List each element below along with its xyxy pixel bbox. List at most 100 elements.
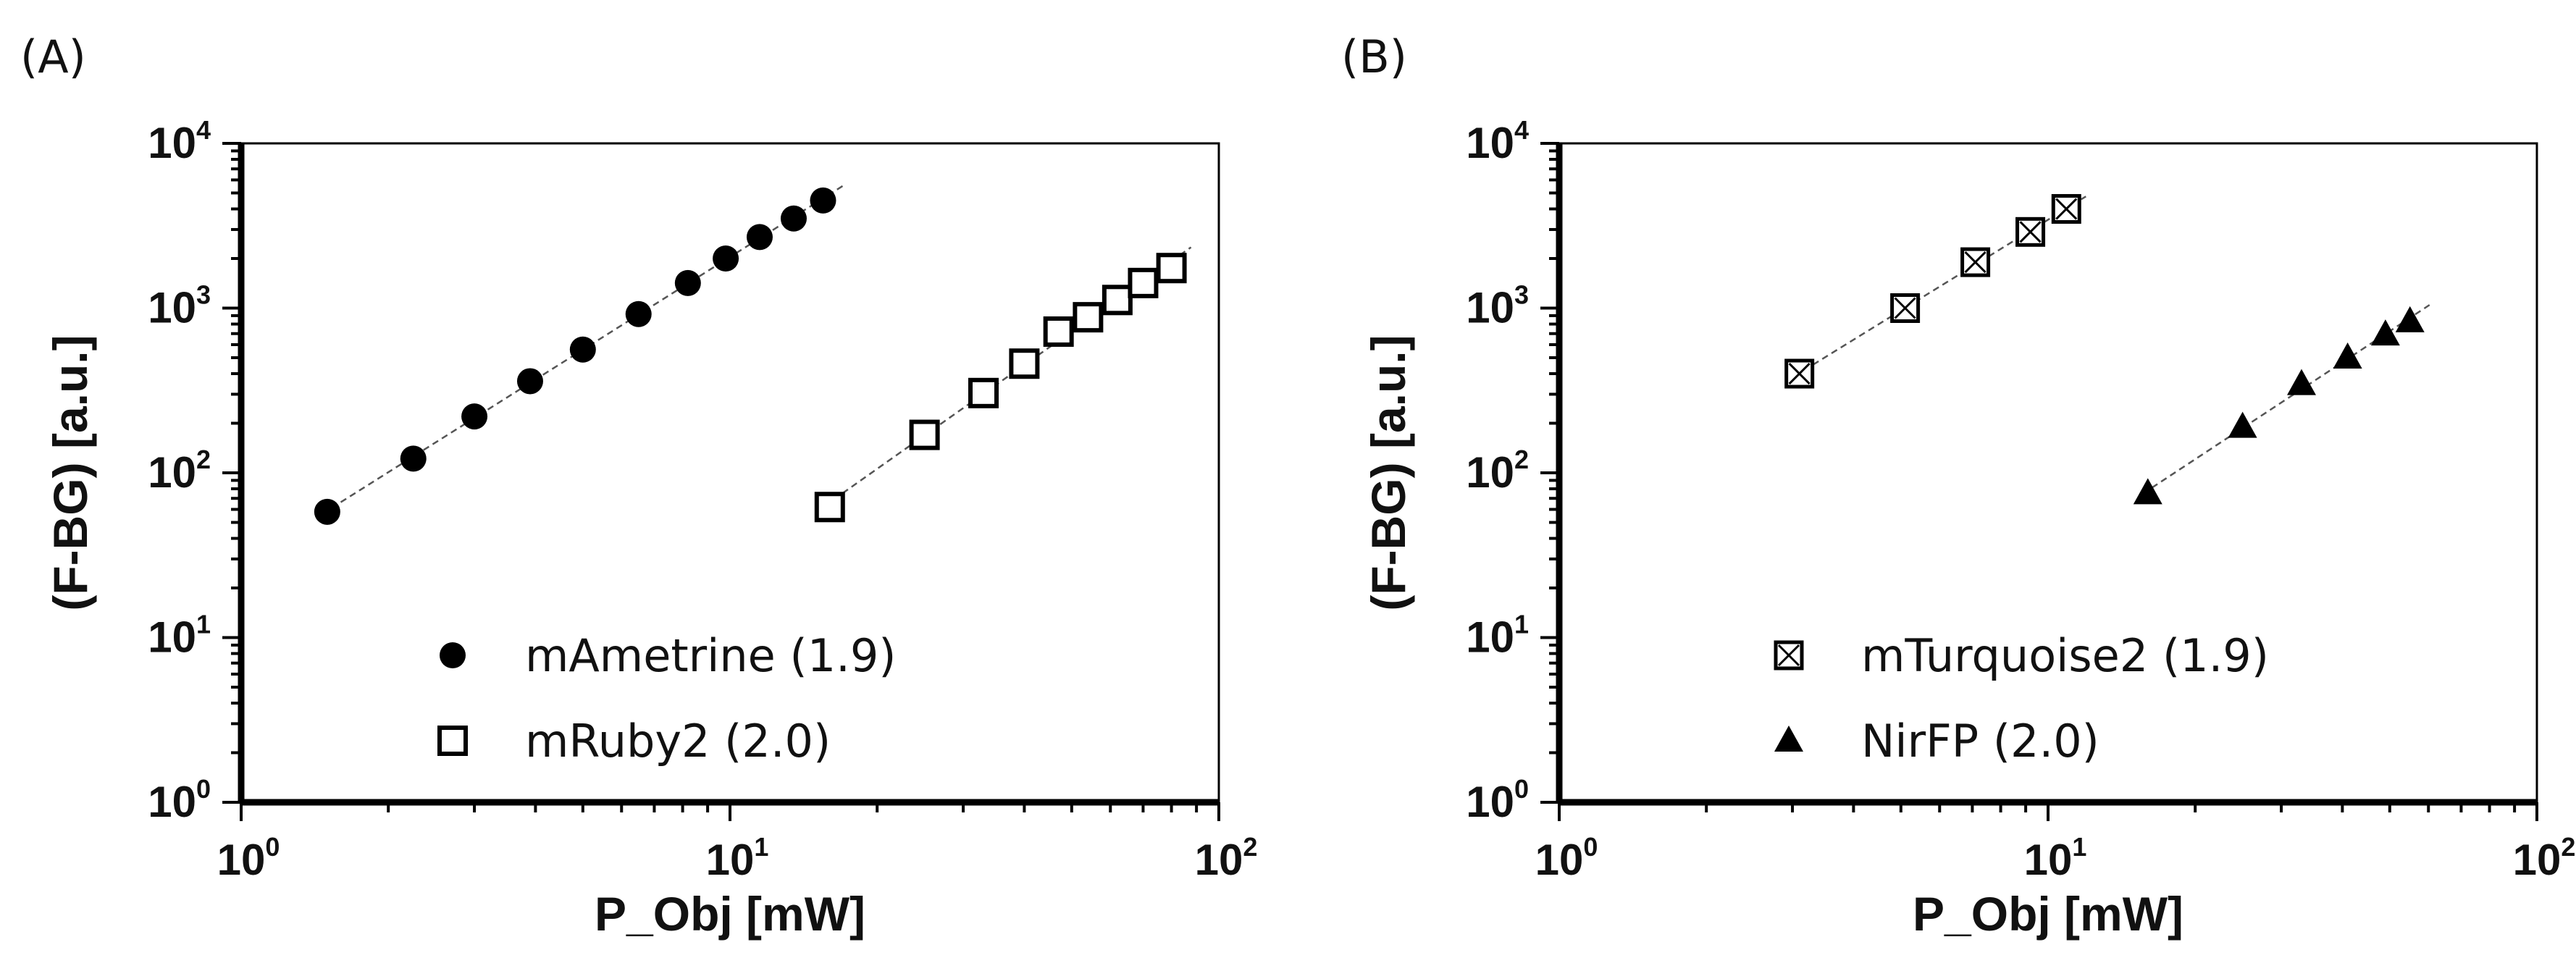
panel-a-y-tick-label: 101 bbox=[148, 610, 211, 662]
panel-b-series-1-point bbox=[2395, 306, 2425, 332]
panel-a-x-tick-label: 100 bbox=[217, 832, 280, 884]
panel-b-x-tick-label-exp: 2 bbox=[2561, 832, 2575, 862]
panel-b-plot-frame bbox=[1558, 142, 2538, 804]
panel-a-series-1-point bbox=[909, 419, 940, 450]
panel-a-y-tick-label-base: 10 bbox=[148, 284, 196, 332]
panel-b-y-tick-label-base: 10 bbox=[1466, 613, 1514, 662]
panel-b-y-tick-label-exp: 4 bbox=[1514, 115, 1529, 145]
panel-a-y-tick-label-base: 10 bbox=[148, 613, 196, 662]
panel-a-y-tick-label-exp: 4 bbox=[196, 115, 211, 145]
panel-b-y-tick-label-base: 10 bbox=[1466, 448, 1514, 497]
panel-b-series-1-point bbox=[2286, 369, 2316, 395]
panel-b-y-tick-label-exp: 1 bbox=[1514, 610, 1529, 639]
panel-b-series-1 bbox=[2133, 304, 2430, 505]
panel-b-x-tick-label-base: 10 bbox=[2024, 836, 2073, 884]
panel-a-x-tick-label-exp: 0 bbox=[265, 832, 280, 862]
panel-b-y-tick-label-base: 10 bbox=[1466, 119, 1514, 167]
panel-a-series-0-point bbox=[780, 205, 807, 232]
panel-a-series-0-point bbox=[810, 187, 836, 214]
panel-b-series-1-point bbox=[2228, 411, 2257, 438]
panel-b-x-axis-label: P_Obj [mW] bbox=[1913, 887, 2183, 941]
panel-b-y-tick-label: 100 bbox=[1466, 774, 1529, 826]
panel-a-y-tick-label: 102 bbox=[148, 445, 211, 497]
panel-a-x-tick-label-base: 10 bbox=[1195, 836, 1243, 884]
panel-b-series-0-point bbox=[1960, 247, 1991, 277]
panel-b-y-tick-label-base: 10 bbox=[1466, 284, 1514, 332]
panel-a-series-0-point bbox=[674, 269, 701, 296]
panel-a-x-tick-label-exp: 1 bbox=[754, 832, 768, 862]
panel-a-series-0-point bbox=[400, 445, 427, 472]
panel-a-legend-label-0: mAmetrine (1.9) bbox=[525, 629, 897, 682]
panel-b-legend-label-1: NirFP (2.0) bbox=[1861, 715, 2099, 768]
panel-b-legend: mTurquoise2 (1.9) NirFP (2.0) bbox=[1774, 629, 2269, 768]
panel-a-series-0-point bbox=[713, 245, 739, 272]
panel-a-series-0-point bbox=[625, 300, 652, 327]
panel-b-y-tick-label: 102 bbox=[1466, 445, 1529, 497]
panel-b-x-tick-label: 100 bbox=[1535, 832, 1598, 884]
panel-a-y-tick-label: 103 bbox=[148, 280, 211, 332]
panel-b-series-0-point bbox=[2015, 217, 2046, 247]
panel-a-x-axis-label: P_Obj [mW] bbox=[595, 887, 865, 941]
panel-b-x-tick-label-base: 10 bbox=[1535, 836, 1584, 884]
panel-a-series-1-point bbox=[1009, 348, 1040, 379]
panel-a-series-1-point bbox=[968, 377, 999, 408]
panel-a-series-1-point bbox=[1128, 267, 1159, 298]
panel-a-y-tick-label: 100 bbox=[148, 774, 211, 826]
panel-a-y-tick-label-base: 10 bbox=[148, 778, 196, 826]
panel-b-series-0 bbox=[1784, 194, 2086, 389]
panel-b-y-tick-label: 103 bbox=[1466, 280, 1529, 332]
panel-a-y-tick-label-exp: 3 bbox=[196, 280, 211, 310]
panel-b-series-0-point bbox=[1784, 358, 1815, 389]
panel-a-series-1-point bbox=[1102, 285, 1133, 316]
panel-a-series-0-point bbox=[746, 224, 773, 251]
panel-a-x-tick-label: 102 bbox=[1195, 832, 1258, 884]
panel-b-y-tick-label-exp: 2 bbox=[1514, 445, 1529, 474]
panel-a-y-axis-label: (F-BG) [a.u.] bbox=[43, 335, 97, 610]
panel-a-x-tick-label: 101 bbox=[706, 832, 769, 884]
panel-b-legend-label-0: mTurquoise2 (1.9) bbox=[1861, 629, 2269, 682]
panel-b-label: (B) bbox=[1341, 30, 1407, 83]
panel-a-series-1-point bbox=[814, 492, 845, 523]
panel-b-y-tick-label-exp: 3 bbox=[1514, 280, 1529, 310]
panel-a-legend-marker-0 bbox=[440, 642, 466, 668]
panel-a-series-0-point bbox=[569, 336, 596, 363]
panel-a-x-tick-label-base: 10 bbox=[217, 836, 266, 884]
panel-a-legend-label-1: mRuby2 (2.0) bbox=[525, 715, 831, 768]
panel-a-y-tick-label-base: 10 bbox=[148, 448, 196, 497]
panel-a-series-0 bbox=[314, 185, 844, 525]
panel-a-legend: mAmetrine (1.9) mRuby2 (2.0) bbox=[437, 629, 897, 768]
panel-a-series-0-point bbox=[461, 403, 488, 430]
panel-a-y-tick-label: 104 bbox=[148, 115, 211, 167]
panel-b-x-tick-label: 101 bbox=[2024, 832, 2087, 884]
panel-b-series-0-point bbox=[2051, 194, 2081, 224]
panel-b-x-tick-label-exp: 1 bbox=[2072, 832, 2086, 862]
panel-a-y-tick-label-exp: 0 bbox=[196, 774, 211, 804]
panel-a-series-1 bbox=[814, 246, 1192, 523]
panel-a-series-1-point bbox=[1043, 316, 1074, 347]
panel-b-y-tick-label-exp: 0 bbox=[1514, 774, 1529, 804]
panel-b-y-axis-label: (F-BG) [a.u.] bbox=[1362, 335, 1415, 610]
panel-a-label: (A) bbox=[20, 30, 86, 83]
panel-a-x-tick-label-base: 10 bbox=[706, 836, 755, 884]
panel-a-legend-marker-1 bbox=[437, 726, 468, 756]
panel-b-series-1-point bbox=[2333, 342, 2362, 369]
panel-a-series-1-point bbox=[1073, 302, 1104, 333]
panel-b-y-tick-label-base: 10 bbox=[1466, 778, 1514, 826]
panel-a-x-tick-label-exp: 2 bbox=[1243, 832, 1257, 862]
panel-b-series-1-point bbox=[2370, 319, 2400, 346]
panel-b-x-tick-label-base: 10 bbox=[2513, 836, 2562, 884]
panel-b-series-1-point bbox=[2133, 478, 2162, 505]
panel-a-y-tick-label-base: 10 bbox=[148, 119, 196, 167]
panel-a-series-1-point bbox=[1156, 253, 1187, 284]
panel-b-y-tick-label: 101 bbox=[1466, 610, 1529, 662]
panel-a-y-tick-label-exp: 2 bbox=[196, 445, 211, 474]
panel-a-series-0-point bbox=[314, 498, 340, 525]
panel-a-series-0-point bbox=[516, 368, 543, 395]
panel-b-legend-marker-1 bbox=[1774, 726, 1803, 752]
panel-b-y-tick-label: 104 bbox=[1466, 115, 1529, 167]
